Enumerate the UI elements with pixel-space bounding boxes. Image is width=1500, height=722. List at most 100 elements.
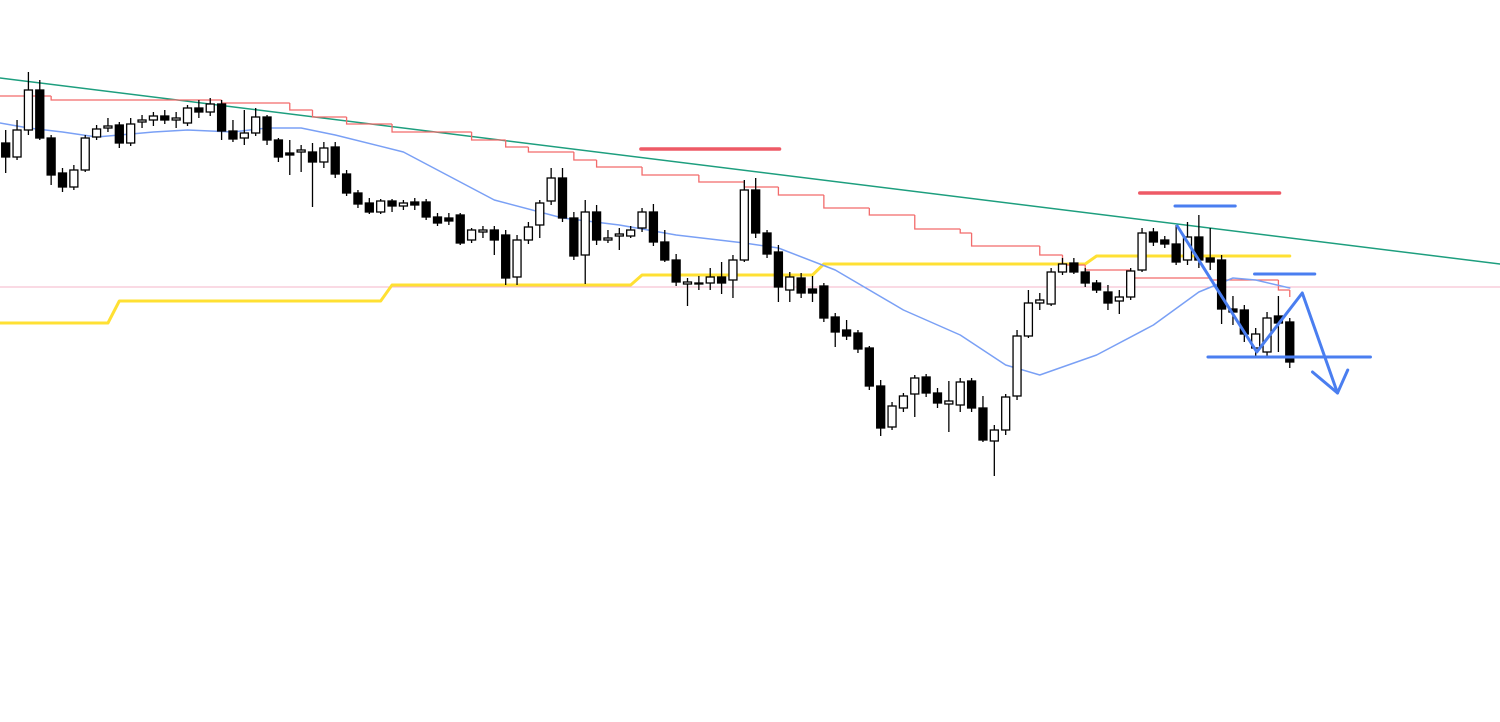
- candle-body: [546, 177, 556, 202]
- candle-body: [273, 139, 284, 158]
- step-line-segment: [470, 132, 506, 141]
- candle-body: [69, 169, 79, 188]
- candle-body: [1285, 321, 1295, 363]
- step-line-segment: [289, 103, 313, 111]
- candle-body: [171, 117, 181, 121]
- candle-body: [1137, 232, 1147, 271]
- candle-body: [194, 107, 204, 113]
- step-line-segment: [868, 208, 915, 216]
- candle-body: [898, 395, 909, 409]
- candle-body: [103, 125, 113, 129]
- candle-body: [1091, 282, 1102, 291]
- candle-body: [705, 276, 715, 284]
- candle-body: [205, 103, 215, 113]
- candle-body: [1080, 271, 1090, 284]
- candle-body: [944, 400, 954, 405]
- candle-body: [785, 276, 795, 291]
- candle-body: [580, 211, 590, 256]
- candle-body: [1046, 271, 1056, 305]
- candle-body: [296, 149, 306, 153]
- candle-body: [523, 226, 534, 241]
- candle-body: [978, 407, 988, 441]
- candle-body: [626, 229, 636, 237]
- candle-body: [1012, 335, 1022, 397]
- candle-body: [421, 201, 431, 218]
- candle-body: [807, 288, 818, 294]
- candle-body: [444, 217, 454, 222]
- candle-body: [91, 128, 102, 138]
- candle-body: [387, 200, 397, 207]
- candle-body: [148, 115, 159, 121]
- candle-body: [489, 229, 499, 241]
- candle-body: [1171, 243, 1181, 263]
- candle-body: [751, 189, 761, 234]
- candle-body: [307, 151, 318, 163]
- candle-body: [910, 377, 920, 395]
- step-line-segment: [777, 187, 824, 196]
- candle-body: [1001, 396, 1011, 431]
- step-line-segment: [970, 233, 1040, 247]
- step-line-segment: [959, 229, 972, 234]
- indicator-line: [1175, 224, 1339, 395]
- candle-body: [1, 142, 11, 158]
- indicator-line: [0, 254, 1292, 325]
- step-line-segment: [823, 195, 870, 209]
- candle-body: [262, 116, 272, 141]
- candle-body: [671, 259, 681, 283]
- step-line-segment: [50, 96, 222, 101]
- candle-body: [637, 211, 647, 229]
- candle-body: [319, 147, 329, 163]
- candle-body: [796, 277, 806, 294]
- candle-body: [466, 229, 477, 241]
- candle-body: [694, 282, 704, 285]
- candle-body: [841, 329, 852, 337]
- candle-body: [364, 202, 374, 213]
- candle-body: [398, 202, 409, 207]
- candle-body: [921, 376, 931, 394]
- candle-body: [876, 385, 886, 429]
- candle-body: [603, 237, 613, 241]
- candle-body: [455, 214, 465, 244]
- step-line-segment: [345, 117, 393, 125]
- candle-body: [353, 192, 363, 205]
- candle-body: [114, 124, 124, 144]
- candle-body: [1023, 302, 1034, 337]
- step-line-segment: [573, 152, 597, 161]
- step-line-segment: [914, 215, 961, 230]
- candle-body: [728, 259, 738, 281]
- step-line-segment: [1039, 246, 1063, 256]
- candle-body: [864, 347, 874, 387]
- candle-body: [1126, 270, 1136, 298]
- candle-body: [660, 241, 670, 261]
- candle-body: [501, 234, 511, 279]
- candle-body: [762, 232, 772, 255]
- candle-body: [1205, 257, 1215, 263]
- candle-body: [216, 103, 227, 132]
- candle-body: [1103, 291, 1113, 304]
- candle-body: [285, 152, 295, 156]
- candle-body: [80, 137, 90, 171]
- candle-body: [478, 229, 488, 233]
- candle-body: [955, 381, 965, 406]
- candle-body: [341, 173, 352, 194]
- candle-body: [557, 177, 568, 219]
- candle-body: [35, 89, 45, 139]
- candle-body: [830, 316, 840, 333]
- candle-body: [126, 123, 136, 144]
- candle-body: [1035, 299, 1045, 304]
- candle-body: [614, 233, 624, 237]
- candle-body: [1160, 239, 1170, 245]
- candle-body: [239, 132, 249, 139]
- candle-body: [57, 172, 68, 188]
- candle-body: [1069, 262, 1079, 273]
- candle-body: [512, 239, 522, 278]
- step-line-segment: [698, 175, 745, 183]
- candle-body: [591, 211, 602, 241]
- indicator-line: [0, 122, 1291, 376]
- candle-body: [853, 332, 863, 350]
- candle-body: [432, 216, 443, 224]
- candle-body: [137, 119, 147, 123]
